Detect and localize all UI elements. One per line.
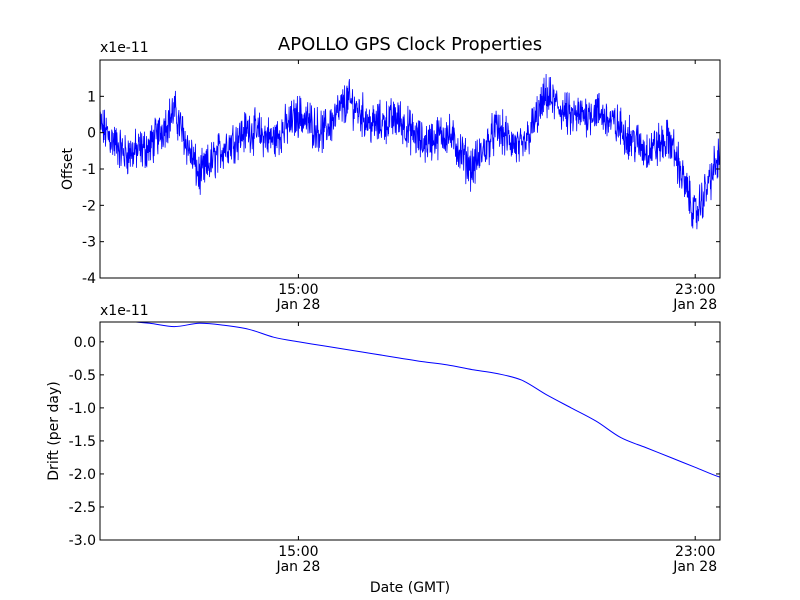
offset-x-tick-label-time: 15:00 [278,282,318,298]
drift-x-tick-label-date: Jan 28 [275,559,320,575]
figure-title: APOLLO GPS Clock Properties [278,34,542,55]
drift-y-axis-label: Drift (per day) [46,381,62,480]
offset-y-tick-label: -2 [82,198,96,214]
offset-y-tick-label: -3 [82,235,96,251]
drift-y-tick-label: -1.5 [69,434,96,450]
drift-y-tick-label: 0.0 [74,335,96,351]
drift-x-tick-label-time: 15:00 [278,544,318,560]
drift-y-tick-label: -0.5 [69,368,96,384]
offset-y-tick-label: -4 [82,271,96,287]
drift-series-line [100,322,720,478]
drift-y-tick-label: -3.0 [69,533,96,549]
drift-axes-frame [99,321,721,541]
drift-x-axis-label: Date (GMT) [370,580,450,596]
offset-x-tick-label-date: Jan 28 [275,297,320,313]
drift-x-tick-label-date: Jan 28 [672,559,717,575]
offset-series-line [100,73,720,230]
offset-scale-label: x1e-11 [100,40,149,56]
drift-plot-area [100,322,720,478]
offset-x-tick-label-date: Jan 28 [672,297,717,313]
drift-y-tick-label: -2.5 [69,500,96,516]
offset-y-tick-label: -1 [82,162,96,178]
drift-scale-label: x1e-11 [100,303,149,319]
drift-y-tick-label: -2.0 [69,467,96,483]
offset-x-tick-label-time: 23:00 [675,282,715,298]
offset-y-axis-label: Offset [60,147,76,190]
drift-y-tick-label: -1.0 [69,401,96,417]
offset-y-tick-label: 0 [87,126,96,142]
offset-y-tick-label: 1 [87,89,96,105]
offset-plot-area [100,73,720,230]
drift-x-tick-label-time: 23:00 [675,544,715,560]
offset-axes-frame [99,59,721,279]
